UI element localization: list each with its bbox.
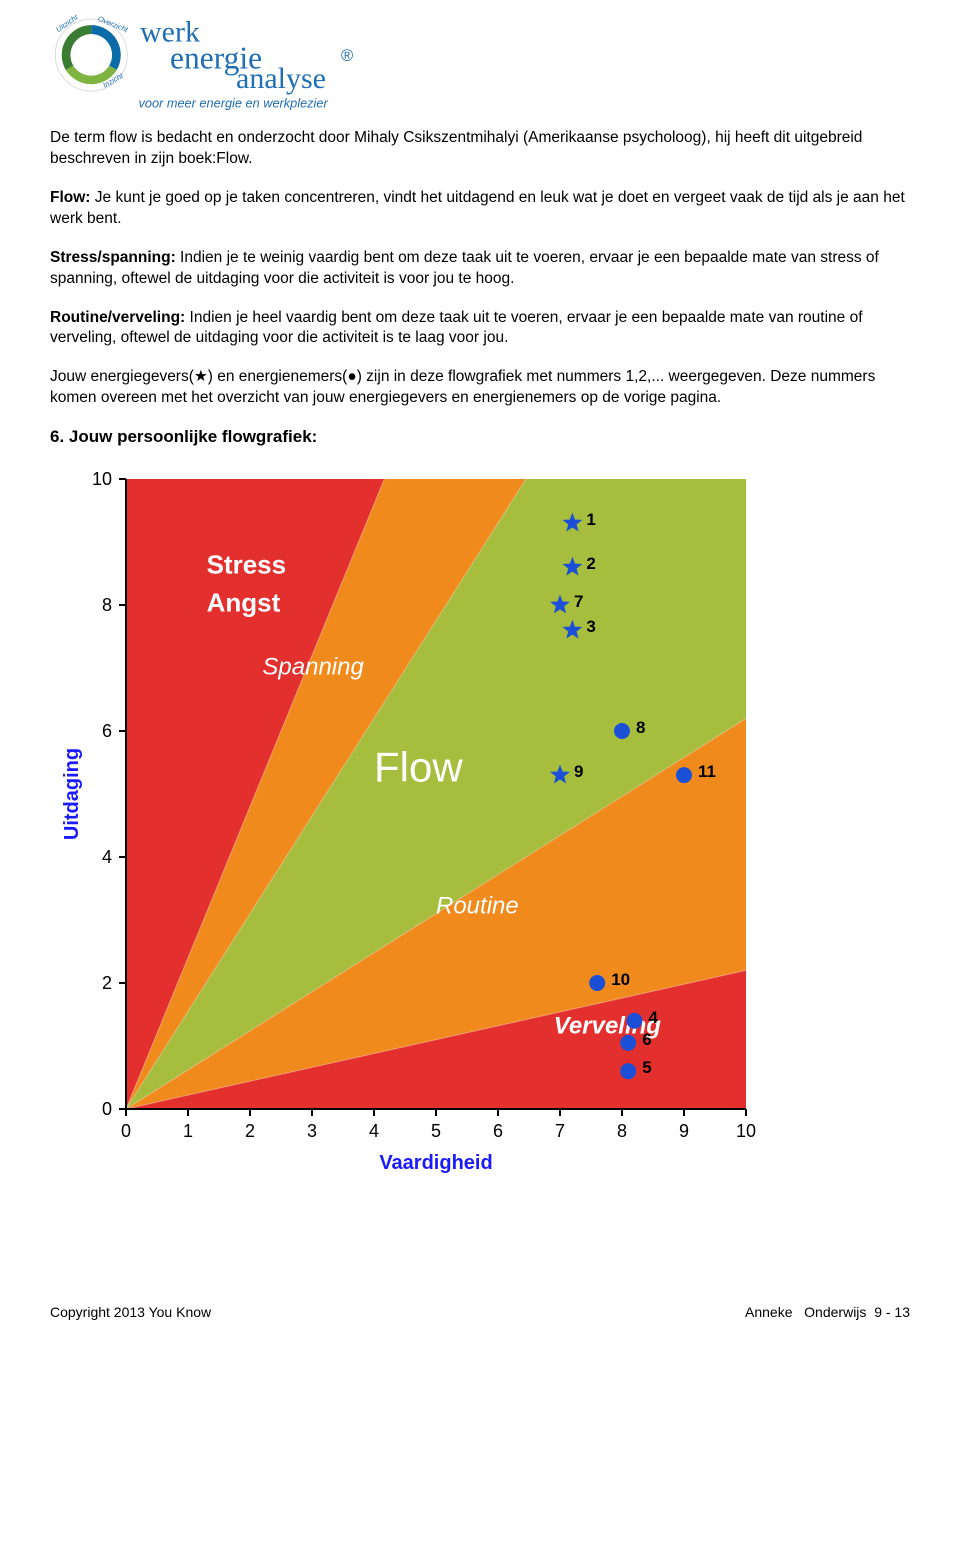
svg-text:8: 8: [617, 1121, 627, 1141]
brand-tagline: voor meer energie en werkplezier: [139, 96, 329, 111]
chart-dot: [620, 1035, 636, 1051]
chart-star-label: 3: [586, 617, 595, 636]
svg-text:2: 2: [245, 1121, 255, 1141]
svg-text:Routine: Routine: [436, 893, 519, 920]
para-routine: Routine/verveling: Indien je heel vaardi…: [50, 308, 910, 350]
chart-dot: [676, 767, 692, 783]
chart-star-label: 2: [586, 554, 595, 573]
flow-chart: StressAngstSpanningFlowRoutineVerveling0…: [56, 469, 910, 1194]
svg-text:4: 4: [369, 1121, 379, 1141]
chart-dot-label: 6: [642, 1030, 651, 1049]
chart-dot-label: 10: [611, 970, 630, 989]
svg-text:Spanning: Spanning: [262, 654, 364, 681]
para-intro: De term flow is bedacht en onderzocht do…: [50, 128, 910, 170]
para-flow: Flow: Je kunt je goed op je taken concen…: [50, 188, 910, 230]
svg-text:6: 6: [102, 721, 112, 741]
svg-text:1: 1: [183, 1121, 193, 1141]
svg-text:0: 0: [102, 1099, 112, 1119]
svg-text:4: 4: [102, 847, 112, 867]
chart-dot-label: 11: [698, 762, 716, 781]
flow-chart-svg: StressAngstSpanningFlowRoutineVerveling0…: [56, 469, 756, 1189]
chart-dot: [626, 1013, 642, 1029]
chart-dot-label: 5: [642, 1058, 651, 1077]
para-flow-body: Je kunt je goed op je taken concentreren…: [50, 189, 905, 227]
footer-left: Copyright 2013 You Know: [50, 1304, 211, 1320]
page-footer: Copyright 2013 You Know Anneke Onderwijs…: [50, 1304, 910, 1320]
brand-word-bot: analyse: [236, 62, 326, 95]
svg-text:Uitdaging: Uitdaging: [61, 748, 83, 840]
svg-text:10: 10: [736, 1121, 756, 1141]
svg-text:3: 3: [307, 1121, 317, 1141]
svg-text:5: 5: [431, 1121, 441, 1141]
chart-star-label: 9: [574, 762, 583, 781]
svg-text:0: 0: [121, 1121, 131, 1141]
svg-text:6: 6: [493, 1121, 503, 1141]
svg-text:7: 7: [555, 1121, 565, 1141]
chart-dot: [614, 723, 630, 739]
chart-dot-label: 4: [648, 1008, 658, 1027]
logo-svg: Uitzicht Overzicht Inzicht werk energie …: [50, 10, 440, 115]
para-flow-lead: Flow:: [50, 189, 90, 206]
chart-star-label: 1: [586, 510, 595, 529]
svg-text:2: 2: [102, 973, 112, 993]
para-stress-lead: Stress/spanning:: [50, 249, 176, 266]
svg-text:Flow: Flow: [374, 744, 463, 791]
section-title: 6. Jouw persoonlijke flowgrafiek:: [50, 427, 910, 447]
chart-dot: [589, 975, 605, 991]
svg-text:9: 9: [679, 1121, 689, 1141]
para-legend: Jouw energiegevers(★) en energienemers(●…: [50, 367, 910, 409]
svg-text:Stress: Stress: [207, 550, 287, 580]
svg-text:Angst: Angst: [207, 588, 281, 618]
svg-text:10: 10: [92, 469, 112, 489]
svg-text:8: 8: [102, 595, 112, 615]
chart-dot: [620, 1063, 636, 1079]
chart-dot-label: 8: [636, 718, 645, 737]
brand-logo: Uitzicht Overzicht Inzicht werk energie …: [50, 0, 910, 128]
chart-star-label: 7: [574, 592, 583, 611]
para-stress: Stress/spanning: Indien je te weinig vaa…: [50, 248, 910, 290]
para-routine-lead: Routine/verveling:: [50, 309, 185, 326]
svg-text:®: ®: [341, 47, 353, 65]
footer-right: Anneke Onderwijs 9 - 13: [745, 1304, 910, 1320]
svg-text:Vaardigheid: Vaardigheid: [379, 1152, 492, 1174]
